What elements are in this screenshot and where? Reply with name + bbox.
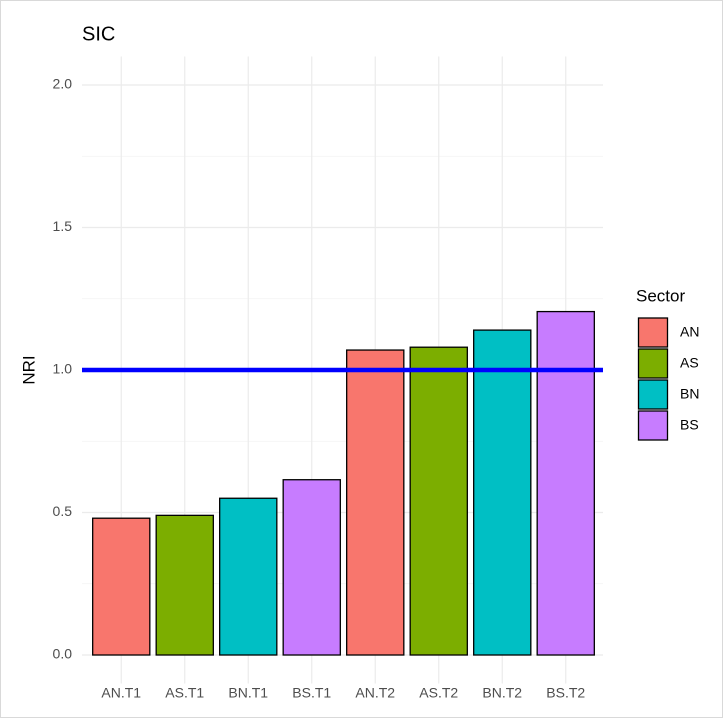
- legend-label: BS: [680, 417, 699, 433]
- x-tick-label: BS.T1: [292, 685, 331, 701]
- bar: [92, 517, 151, 656]
- x-tick-label: AN.T2: [355, 685, 395, 701]
- legend-key: [637, 379, 669, 410]
- x-tick-label: AN.T1: [101, 685, 141, 701]
- bar: [346, 349, 405, 656]
- y-tick-label: 1.0: [53, 361, 73, 377]
- bar: [409, 346, 468, 656]
- bar: [282, 479, 341, 656]
- y-tick-label: 0.5: [53, 503, 73, 519]
- x-tick-label: BN.T1: [228, 685, 268, 701]
- legend-title: Sector: [636, 286, 685, 305]
- legend-key: [637, 317, 669, 348]
- legend-key: [637, 348, 669, 379]
- x-tick-label: BN.T2: [482, 685, 522, 701]
- legend-label: BN: [680, 386, 699, 402]
- y-axis-label: NRI: [19, 355, 38, 384]
- bar: [219, 497, 278, 656]
- legend-label: AS: [680, 355, 699, 371]
- chart-title: SIC: [82, 23, 115, 45]
- bar: [473, 329, 532, 656]
- legend-label: AN: [680, 324, 699, 340]
- x-tick-label: AS.T2: [419, 685, 458, 701]
- legend-key: [637, 410, 669, 441]
- bar: [155, 514, 214, 656]
- y-tick-label: 1.5: [53, 218, 73, 234]
- x-tick-label: AS.T1: [165, 685, 204, 701]
- bar: [536, 310, 595, 656]
- y-tick-label: 2.0: [53, 76, 73, 92]
- y-tick-label: 0.0: [53, 646, 73, 662]
- x-tick-label: BS.T2: [546, 685, 585, 701]
